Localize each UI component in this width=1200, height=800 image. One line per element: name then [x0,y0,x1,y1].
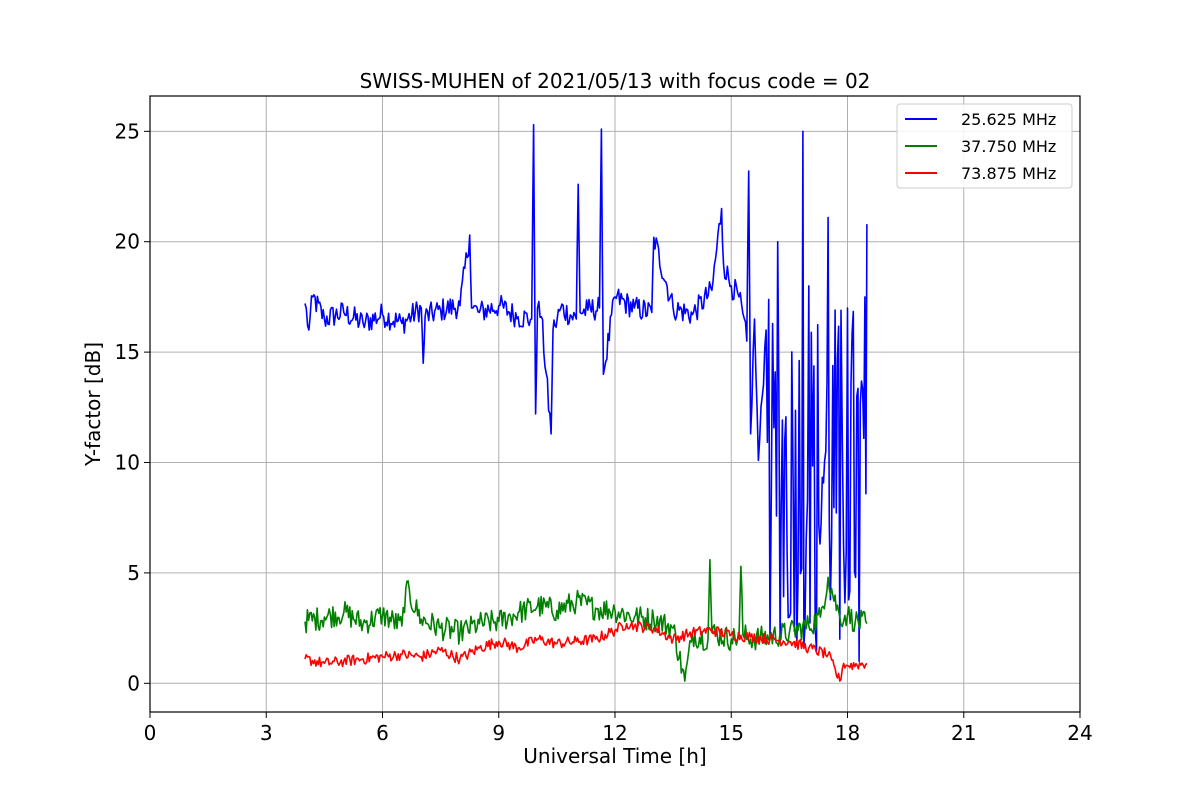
y-tick-label: 20 [115,230,140,254]
legend-label: 73.875 MHz [961,164,1056,183]
chart-title: SWISS-MUHEN of 2021/05/13 with focus cod… [360,69,871,93]
legend-label: 37.750 MHz [961,137,1056,156]
x-tick-label: 12 [602,721,627,745]
x-tick-label: 9 [492,721,505,745]
x-tick-label: 18 [835,721,860,745]
series-line-1 [304,123,868,662]
series-line-3 [304,621,868,682]
y-tick-label: 5 [127,561,140,585]
x-tick-label: 3 [260,721,273,745]
legend-box [896,103,1073,189]
x-tick-label: 24 [1067,721,1092,745]
x-tick-label: 0 [144,721,157,745]
y-tick-label: 15 [115,340,140,364]
y-tick-label: 0 [127,671,140,695]
legend-label: 25.625 MHz [961,110,1056,129]
y-axis-label: Y-factor [dB] [81,342,105,467]
legend: 25.625 MHz 37.750 MHz 73.875 MHz [896,103,1073,189]
x-axis-label: Universal Time [h] [523,744,706,768]
x-tick-label: 6 [376,721,389,745]
x-tick-label: 15 [719,721,744,745]
x-tick-label: 21 [951,721,976,745]
y-tick-label: 10 [115,451,140,475]
plot-area: 0 3 6 9 12 15 18 21 24 0 5 10 15 20 25 [115,95,1093,745]
y-tick-label: 25 [115,119,140,143]
plot-frame [149,95,1081,713]
